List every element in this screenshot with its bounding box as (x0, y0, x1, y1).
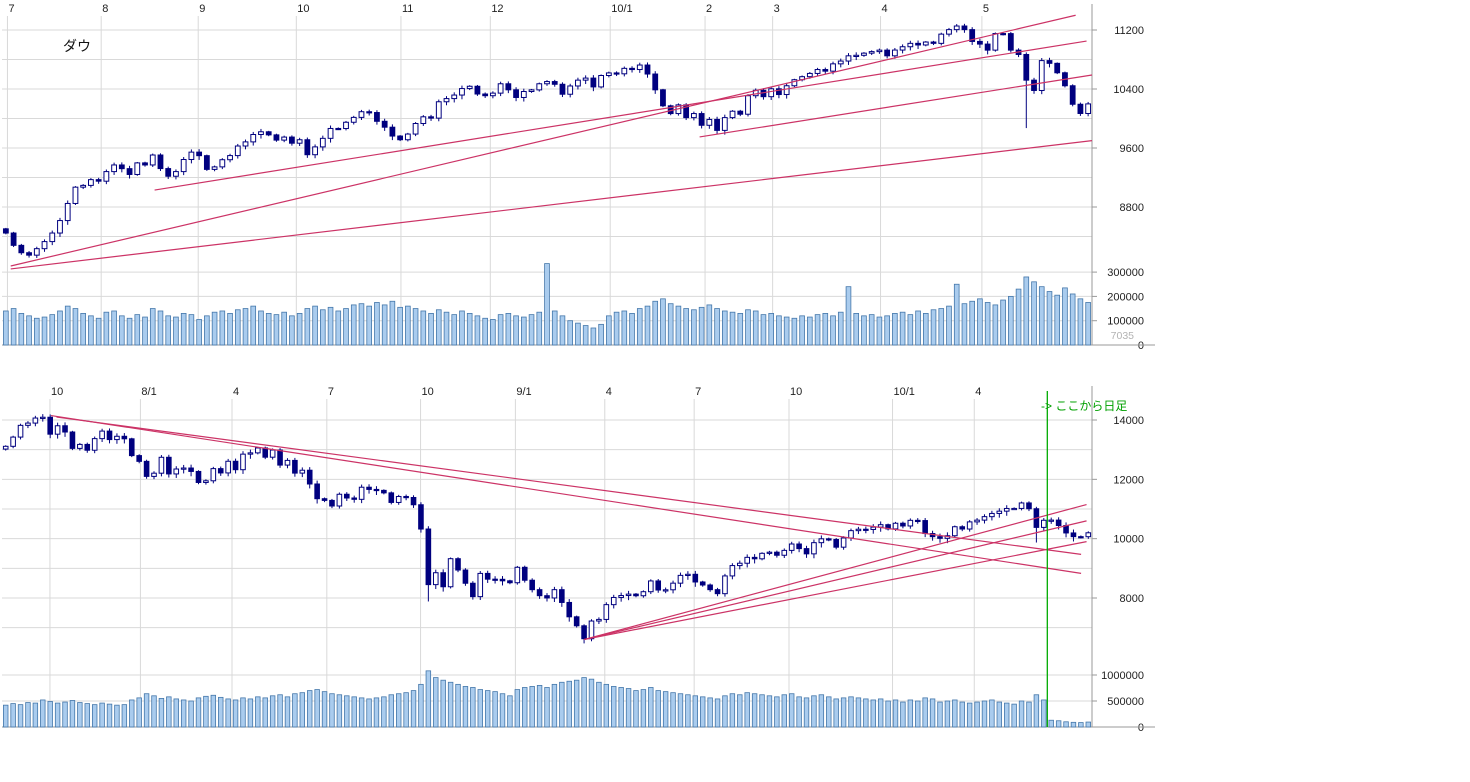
dow-weekly-candlestick-chart: 1000000 500000 0 14000 12000 10000 8000 10 8/1 4 7… (2, 386, 1155, 734)
svg-text:0: 0 (1138, 340, 1144, 352)
svg-text:5: 5 (983, 3, 989, 15)
svg-text:10: 10 (422, 386, 434, 398)
volume-indicator-value: 7035 (1110, 330, 1134, 342)
svg-text:10: 10 (790, 386, 802, 398)
svg-text:11200: 11200 (1114, 25, 1144, 37)
svg-text:10/1: 10/1 (611, 3, 632, 15)
svg-text:7: 7 (328, 386, 334, 398)
svg-text:200000: 200000 (1107, 291, 1144, 303)
svg-text:10: 10 (51, 386, 63, 398)
svg-text:1000000: 1000000 (1101, 670, 1144, 682)
svg-text:10: 10 (297, 3, 309, 15)
svg-text:500000: 500000 (1107, 696, 1144, 708)
svg-text:11: 11 (402, 3, 413, 15)
svg-text:2: 2 (706, 3, 712, 15)
svg-text:10000: 10000 (1113, 534, 1144, 546)
svg-text:4: 4 (233, 386, 239, 398)
svg-text:9/1: 9/1 (516, 386, 531, 398)
svg-text:8/1: 8/1 (141, 386, 156, 398)
svg-text:10/1: 10/1 (894, 386, 915, 398)
svg-text:4: 4 (882, 3, 888, 15)
svg-text:7: 7 (8, 3, 14, 15)
svg-text:9: 9 (199, 3, 205, 15)
svg-text:9600: 9600 (1120, 143, 1144, 155)
daily-from-here-label: -> ここから日足 (1041, 399, 1128, 413)
svg-text:8: 8 (102, 3, 108, 15)
svg-text:8800: 8800 (1120, 202, 1144, 214)
svg-text:100000: 100000 (1107, 316, 1144, 328)
svg-text:0: 0 (1138, 722, 1144, 734)
chart-title: ダウ (63, 38, 91, 54)
svg-text:4: 4 (606, 386, 612, 398)
dow-daily-candlestick-chart: 300000 200000 100000 0 11200 10400 9600 8800 7 8 9… (2, 3, 1155, 352)
svg-text:7: 7 (695, 386, 701, 398)
svg-text:10400: 10400 (1113, 84, 1144, 96)
svg-text:300000: 300000 (1107, 267, 1144, 279)
svg-text:14000: 14000 (1113, 415, 1144, 427)
svg-text:3: 3 (774, 3, 780, 15)
svg-text:12000: 12000 (1113, 474, 1144, 486)
svg-text:4: 4 (975, 386, 981, 398)
svg-text:12: 12 (491, 3, 503, 15)
svg-text:8000: 8000 (1120, 593, 1144, 605)
